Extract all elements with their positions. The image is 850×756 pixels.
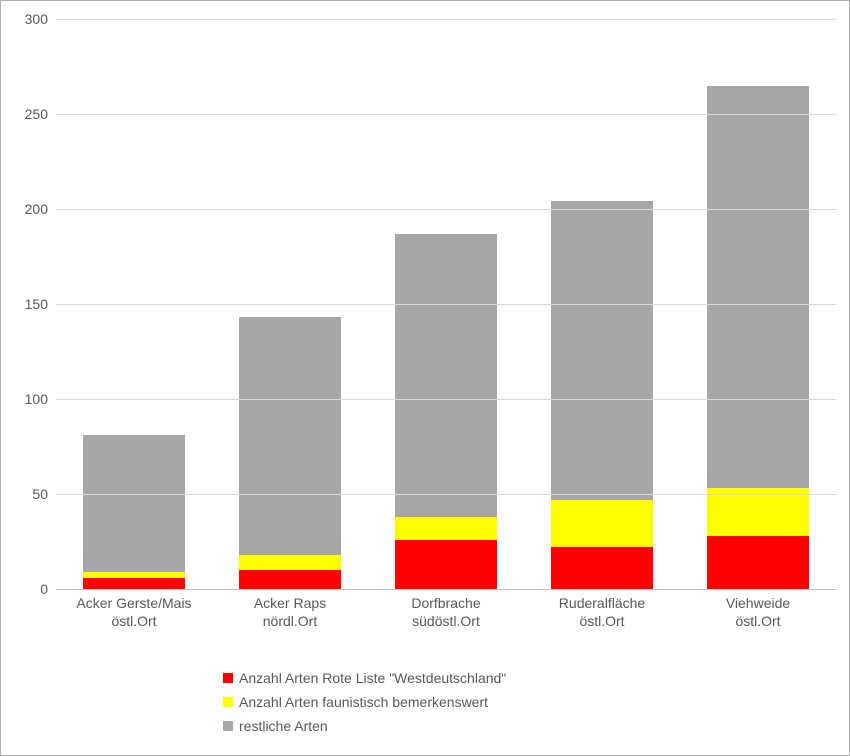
- bar-segment-grey: [83, 435, 186, 572]
- chart-frame: 0 50 100 150 200 250 300 Acker Gerste/Maisöstl.…: [0, 0, 850, 756]
- legend-swatch-red: [223, 673, 233, 683]
- gridline: [56, 114, 836, 115]
- bar-segment-yellow: [83, 572, 186, 578]
- y-tick-label: 300: [25, 11, 56, 27]
- bar-segment-grey: [707, 86, 810, 489]
- bar-segment-yellow: [239, 555, 342, 570]
- y-tick-label: 150: [25, 296, 56, 312]
- y-tick-label: 50: [32, 486, 56, 502]
- legend-swatch-grey: [223, 721, 233, 731]
- gridline: [56, 209, 836, 210]
- y-tick-label: 200: [25, 201, 56, 217]
- legend-swatch-yellow: [223, 697, 233, 707]
- x-tick-label: Acker Rapsnördl.Ort: [212, 589, 368, 630]
- bar-segment-yellow: [395, 517, 498, 540]
- bar-segment-grey: [239, 317, 342, 555]
- bar-segment-red: [395, 540, 498, 589]
- legend-label: Anzahl Arten Rote Liste "Westdeutschland…: [239, 670, 506, 686]
- x-tick-label: Ruderalflächeöstl.Ort: [524, 589, 680, 630]
- x-tick-label: Dorfbrachesüdöstl.Ort: [368, 589, 524, 630]
- bar-segment-grey: [395, 234, 498, 517]
- legend-item: restliche Arten: [223, 714, 849, 738]
- gridline: [56, 494, 836, 495]
- x-tick-label: Acker Gerste/Maisöstl.Ort: [56, 589, 212, 630]
- y-tick-label: 100: [25, 391, 56, 407]
- bar-segment-red: [551, 547, 654, 589]
- gridline: [56, 399, 836, 400]
- y-tick-label: 250: [25, 106, 56, 122]
- bar-segment-red: [707, 536, 810, 589]
- legend-item: Anzahl Arten faunistisch bemerkenswert: [223, 690, 849, 714]
- bar-segment-red: [239, 570, 342, 589]
- bar-segment-red: [83, 578, 186, 589]
- legend: Anzahl Arten Rote Liste "Westdeutschland…: [223, 666, 849, 738]
- legend-item: Anzahl Arten Rote Liste "Westdeutschland…: [223, 666, 849, 690]
- bar-segment-yellow: [707, 488, 810, 536]
- legend-label: restliche Arten: [239, 718, 328, 734]
- bar-segment-grey: [551, 201, 654, 499]
- gridline: [56, 304, 836, 305]
- gridline: [56, 19, 836, 20]
- legend-label: Anzahl Arten faunistisch bemerkenswert: [239, 694, 488, 710]
- bar-segment-yellow: [551, 500, 654, 548]
- plot-area: 050100150200250300Acker Gerste/Maisöstl.…: [56, 19, 836, 589]
- x-tick-label: Viehweideöstl.Ort: [680, 589, 836, 630]
- y-tick-label: 0: [40, 581, 56, 597]
